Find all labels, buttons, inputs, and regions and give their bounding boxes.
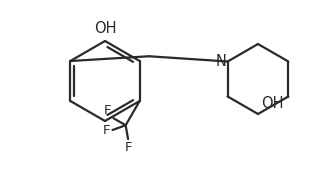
Text: F: F: [124, 141, 132, 154]
Text: N: N: [216, 54, 227, 69]
Text: OH: OH: [94, 21, 116, 36]
Text: F: F: [103, 123, 111, 136]
Text: F: F: [104, 104, 112, 117]
Text: OH: OH: [261, 96, 284, 111]
